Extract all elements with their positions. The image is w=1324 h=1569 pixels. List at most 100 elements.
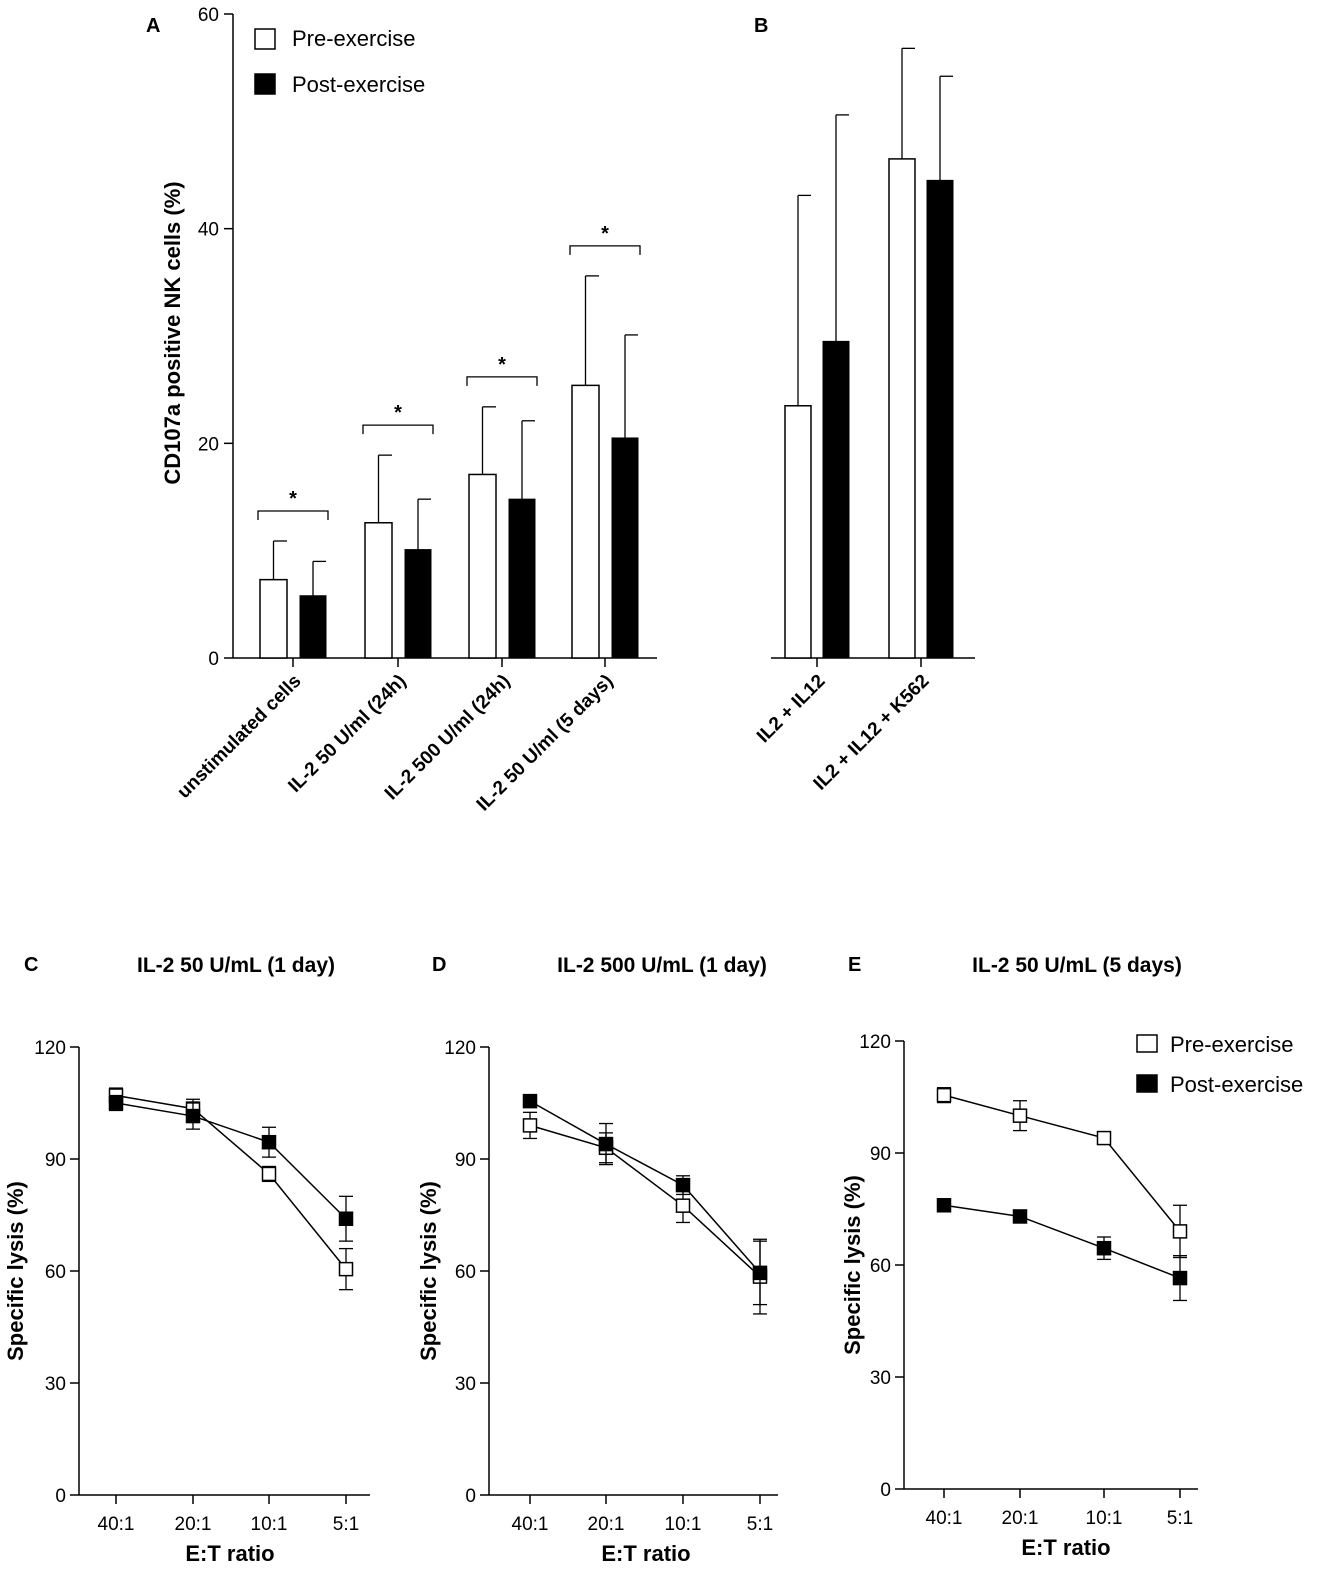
panel-label-a: A — [146, 15, 160, 37]
series-line-pre — [943, 1094, 1181, 1232]
legend-post-swatch — [254, 73, 276, 95]
y-axis-title: Specific lysis (%) — [840, 1175, 865, 1355]
legend-e-pre-swatch — [1136, 1034, 1158, 1053]
x-tick-label: 20:1 — [588, 1514, 625, 1535]
x-tick-label: 40:1 — [512, 1514, 549, 1535]
point-post — [675, 1177, 691, 1193]
point-pre — [338, 1261, 354, 1277]
point-post — [185, 1108, 201, 1124]
bar-post — [508, 498, 536, 659]
significance-bracket — [466, 376, 538, 386]
panel-label-c: C — [24, 954, 38, 976]
line-chart-e: IL-2 50 U/mL (5 days) 0 30 60 90 120 Specific … — [840, 954, 1198, 1560]
y-tick-label: 60 — [45, 1262, 66, 1283]
y-tick-label: 90 — [870, 1144, 891, 1165]
point-pre — [1012, 1108, 1028, 1123]
series-line-pre — [529, 1124, 761, 1278]
point-pre — [1096, 1130, 1112, 1146]
y-tick-label: 30 — [455, 1374, 476, 1395]
significance-bracket — [362, 424, 434, 435]
x-tick-label: 40:1 — [926, 1508, 963, 1529]
y-tick-label: 90 — [45, 1150, 66, 1171]
bar-pre — [571, 384, 600, 659]
bar-pre — [888, 158, 916, 659]
point-post — [936, 1198, 952, 1213]
y-tick-label-a: 20 — [198, 434, 219, 455]
x-tick-label-b: IL2 + IL12 — [753, 671, 829, 747]
panel-label-d: D — [432, 954, 446, 976]
significance-marker: * — [289, 488, 297, 510]
bar-pre — [468, 473, 497, 659]
legend-e-post-swatch — [1136, 1074, 1158, 1093]
legend-post-label: Post-exercise — [292, 72, 425, 97]
y-axis-title: Specific lysis (%) — [416, 1181, 441, 1361]
significance-marker: * — [394, 402, 402, 424]
bar-post — [926, 179, 954, 659]
x-tick-label-b: IL2 + IL12 + K562 — [810, 671, 934, 795]
series-line-post — [529, 1100, 761, 1274]
y-tick-label: 0 — [55, 1486, 66, 1507]
x-axis-title: E:T ratio — [185, 1541, 274, 1566]
chart-title: IL-2 50 U/mL (5 days) — [972, 954, 1182, 977]
point-post — [522, 1093, 538, 1109]
x-tick-label: 5:1 — [1167, 1508, 1193, 1529]
y-tick-label: 120 — [859, 1032, 891, 1053]
point-post — [108, 1095, 124, 1111]
bar-post — [404, 549, 432, 659]
bar-post — [299, 595, 327, 659]
line-chart-c: IL-2 50 U/mL (1 day) 0 30 60 90 120 Specific l… — [3, 954, 370, 1566]
point-pre — [675, 1198, 691, 1213]
chart-title: IL-2 500 U/mL (1 day) — [557, 954, 767, 977]
x-tick-label: 20:1 — [1002, 1508, 1039, 1529]
point-post — [1012, 1209, 1028, 1224]
panel-label-e: E — [848, 954, 861, 976]
series-line-pre — [115, 1094, 347, 1270]
series-line-post — [943, 1204, 1181, 1279]
y-tick-label: 0 — [465, 1486, 476, 1507]
point-pre — [936, 1087, 952, 1103]
point-post — [1172, 1270, 1188, 1286]
series-line-post — [115, 1102, 347, 1220]
legend-pre-swatch — [254, 28, 276, 50]
x-tick-label: 10:1 — [665, 1514, 702, 1535]
y-tick-label: 30 — [45, 1374, 66, 1395]
chart-title: IL-2 50 U/mL (1 day) — [137, 954, 335, 977]
legend-e-pre-label: Pre-exercise — [1170, 1032, 1293, 1057]
y-tick-label-a: 40 — [198, 220, 219, 241]
x-tick-label: 10:1 — [251, 1514, 288, 1535]
bar-pre — [364, 522, 393, 659]
x-tick-label: 5:1 — [333, 1514, 359, 1535]
bar-pre — [259, 578, 288, 659]
significance-bracket — [569, 245, 641, 255]
y-tick-label: 60 — [455, 1262, 476, 1283]
bar-pre — [784, 405, 812, 659]
x-tick-label: 40:1 — [98, 1514, 135, 1535]
x-tick-label: 5:1 — [747, 1514, 773, 1535]
point-post — [1096, 1240, 1112, 1256]
legend-e: Pre-exercise Post-exercise — [1136, 1032, 1303, 1097]
x-tick-label: 20:1 — [175, 1514, 212, 1535]
line-chart-d: IL-2 500 U/mL (1 day) 0 30 60 90 120 Specific … — [416, 954, 778, 1566]
significance-marker: * — [601, 223, 609, 245]
y-tick-label: 30 — [870, 1368, 891, 1389]
y-tick-label: 60 — [870, 1256, 891, 1277]
point-post — [261, 1134, 277, 1150]
point-pre — [522, 1118, 538, 1133]
point-pre — [261, 1166, 277, 1182]
bar-post — [822, 340, 850, 659]
y-tick-label: 120 — [444, 1038, 476, 1059]
y-tick-label: 120 — [34, 1038, 66, 1059]
point-post — [338, 1211, 354, 1226]
x-tick-label: 10:1 — [1086, 1508, 1123, 1529]
legend-pre-label: Pre-exercise — [292, 26, 415, 51]
significance-bracket — [257, 510, 329, 521]
point-post — [752, 1265, 768, 1281]
x-axis-title: E:T ratio — [601, 1541, 690, 1566]
y-axis-title-a: CD107a positive NK cells (%) — [160, 181, 185, 484]
bar-post — [611, 437, 639, 659]
x-axis-title: E:T ratio — [1021, 1535, 1110, 1560]
y-tick-label: 0 — [880, 1480, 891, 1501]
